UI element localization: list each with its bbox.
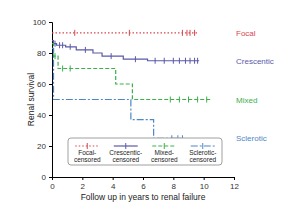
x-axis-title: Follow up in years to renal failure [81,192,206,202]
censor-mark [182,30,183,36]
y-tick-mark [49,53,52,54]
x-tick-mark [143,177,144,180]
x-tick: 12 [230,177,239,191]
x-tick-label: 6 [141,182,146,191]
x-tick-mark [173,177,174,180]
series-label: Focal [236,29,256,38]
x-axis: 0 2 4 6 8 10 12 [50,177,239,191]
censor-mark [190,30,191,36]
legend: Focal-censored Crescentic-censored Mixed-c… [68,138,222,165]
censor-mark [70,44,71,50]
x-tick-label: 0 [50,182,55,191]
y-tick-label: 80 [37,49,46,58]
y-axis-line [49,23,53,178]
censor-mark [62,42,63,48]
y-tick-mark [49,177,52,178]
x-tick: 6 [141,177,146,191]
censor-mark [185,58,186,64]
censor-mark [188,97,189,103]
censor-mark [135,56,136,62]
y-tick: 20 [37,142,52,151]
y-tick-label: 20 [37,142,46,151]
x-tick-label: 8 [172,182,177,191]
survival-line [52,44,211,100]
legend-label: Mixed-censored [151,149,178,163]
y-axis-title: Renal survival [26,73,36,126]
x-tick-label: 4 [111,182,116,191]
x-tick-mark [82,177,83,180]
y-tick-mark [49,22,52,23]
censor-mark [206,97,207,103]
legend-label: Crescentic-censored [109,149,142,163]
censor-mark [179,58,180,64]
y-tick-label: 40 [37,111,46,120]
x-tick-label: 12 [230,182,239,191]
y-tick: 0 [42,173,52,182]
censor-mark [129,30,130,36]
plot-area [52,30,211,141]
series-label: Crescentic [236,57,274,66]
censor-mark [59,42,60,48]
censor-mark [85,47,86,53]
censor-mark [155,58,156,64]
x-tick: 8 [172,177,177,191]
y-tick-mark [49,146,52,147]
censor-mark [62,66,63,72]
series-label: Mixed [236,96,257,105]
censor-mark [55,41,56,47]
x-tick: 0 [50,177,55,191]
survival-line [52,48,182,138]
censor-mark [194,30,195,36]
censor-mark [186,30,187,36]
censor-mark [74,30,75,36]
censor-mark [197,97,198,103]
y-tick: 80 [37,49,52,58]
legend-label: Focal-censored [74,149,101,163]
x-tick: 10 [200,177,209,191]
chart: 0 2 4 6 8 10 12 0 20 40 60 80 100 Follow up in years … [0,0,300,208]
censor-mark [111,53,112,59]
censor-mark [173,58,174,64]
x-tick: 4 [111,177,116,191]
x-tick: 2 [81,177,86,191]
survival-line [52,32,198,33]
survival-line [52,41,199,61]
y-tick: 100 [33,18,52,27]
censor-mark [164,58,165,64]
y-tick-label: 0 [42,173,47,182]
x-tick-mark [113,177,114,180]
x-axis-line [53,178,235,181]
y-tick-label: 100 [33,18,47,27]
censor-mark [170,97,171,103]
censor-mark [197,58,198,64]
legend-label: Sclerotic-censored [189,149,216,163]
x-tick-mark [204,177,205,180]
y-tick-mark [49,84,52,85]
censor-mark [70,66,71,72]
legend-box [68,138,222,165]
x-tick-label: 2 [81,182,86,191]
censor-mark [194,58,195,64]
censor-mark [55,53,56,59]
y-tick: 60 [37,80,52,89]
y-tick: 40 [37,111,52,120]
x-tick-mark [234,177,235,180]
series-label: Sclerotic [236,134,267,143]
y-tick-label: 60 [37,80,46,89]
y-tick-mark [49,115,52,116]
censor-mark [179,97,180,103]
x-tick-label: 10 [200,182,209,191]
censor-mark [190,58,191,64]
